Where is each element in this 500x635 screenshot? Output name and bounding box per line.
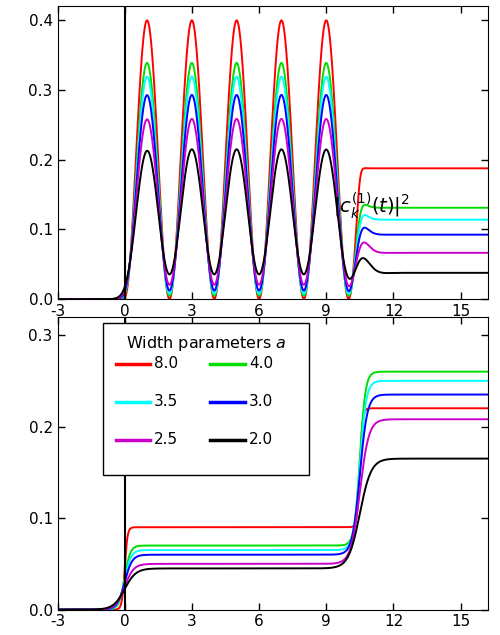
Text: 3.0: 3.0 <box>249 394 273 409</box>
Text: 2.5: 2.5 <box>154 432 178 447</box>
Text: 8.0: 8.0 <box>154 356 178 371</box>
Text: 4.0: 4.0 <box>249 356 273 371</box>
Text: 2.0: 2.0 <box>249 432 273 447</box>
Text: 3.5: 3.5 <box>154 394 178 409</box>
Text: $|c_k^{(1)}(t)|^2$: $|c_k^{(1)}(t)|^2$ <box>333 190 410 221</box>
Text: Width parameters $a$: Width parameters $a$ <box>126 335 286 353</box>
FancyBboxPatch shape <box>102 323 309 475</box>
